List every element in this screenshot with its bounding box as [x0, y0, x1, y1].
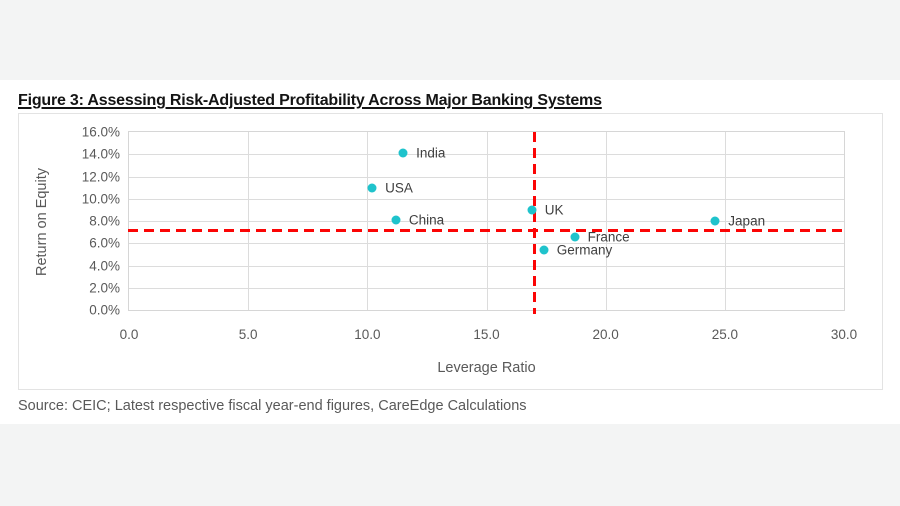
data-point-label-germany: Germany — [556, 242, 613, 258]
data-point-china — [391, 215, 401, 225]
data-point-france — [570, 232, 580, 242]
chart-container: Return on Equity Leverage Ratio 0.0 5.0 10… — [18, 113, 883, 390]
x-axis-tick-label: 0.0 — [119, 327, 139, 342]
x-axis-tick-label: 10.0 — [354, 327, 381, 342]
x-axis-tick-label: 30.0 — [830, 327, 858, 342]
gridline-horizontal — [129, 221, 844, 222]
data-point-label-france: France — [587, 229, 630, 245]
vertical-reference-line — [533, 132, 537, 314]
data-point-germany — [539, 245, 549, 255]
gridline-horizontal — [129, 265, 844, 267]
figure-title: Figure 3: Assessing Risk-Adjusted Profit… — [18, 92, 602, 109]
y-axis-tick-label: 12.0% — [81, 169, 120, 184]
data-point-label-usa: USA — [385, 180, 413, 196]
y-axis-tick-label: 0.0% — [89, 302, 120, 318]
x-axis-tick-label: 25.0 — [711, 327, 738, 342]
gridline-horizontal — [129, 176, 844, 178]
y-axis-tick-label: 16.0% — [81, 124, 120, 140]
y-axis-tick-label: 4.0% — [89, 258, 120, 273]
bottom-background-band — [0, 424, 900, 506]
data-point-label-uk: UK — [544, 202, 564, 218]
source-note: Source: CEIC; Latest respective fiscal y… — [18, 398, 527, 414]
data-point-uk — [527, 205, 537, 215]
data-point-japan — [710, 216, 720, 226]
gridline-horizontal — [129, 243, 844, 245]
gridline-horizontal — [129, 198, 844, 200]
data-point-label-japan: Japan — [728, 213, 766, 229]
plot-area: Return on Equity Leverage Ratio 0.0 5.0 10… — [34, 125, 857, 377]
x-axis-tick-label: 20.0 — [592, 327, 619, 342]
x-axis-tick-label: 15.0 — [473, 327, 500, 342]
y-axis-tick-label: 8.0% — [89, 213, 120, 229]
horizontal-reference-line — [128, 228, 845, 232]
y-axis-title: Return on Equity — [34, 168, 50, 277]
data-point-label-china: China — [408, 212, 445, 228]
y-axis-tick-label: 14.0% — [81, 146, 120, 162]
y-axis-tick-label: 10.0% — [81, 191, 120, 207]
x-axis-title: Leverage Ratio — [437, 360, 536, 376]
y-axis-tick-label: 6.0% — [89, 235, 120, 251]
data-point-india — [398, 148, 408, 158]
top-background-band — [0, 0, 900, 80]
y-axis-tick-label: 2.0% — [89, 280, 120, 296]
x-axis-tick-label: 5.0 — [238, 327, 258, 342]
gridline-horizontal — [129, 287, 844, 289]
data-point-usa — [367, 183, 377, 193]
gridline-horizontal — [129, 154, 844, 156]
data-point-label-india: India — [416, 145, 446, 161]
